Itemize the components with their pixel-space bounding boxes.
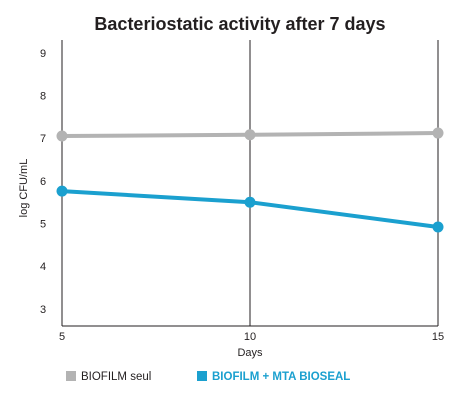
y-axis-ticks: 3 4 5 6 7 8 9: [40, 48, 46, 316]
data-point-0-1: [244, 129, 256, 141]
data-point-1-0: [56, 185, 68, 197]
x-axis-label: Days: [237, 347, 263, 359]
legend-swatch-1: [197, 371, 207, 381]
data-point-1-1: [244, 196, 256, 208]
plot-grid: [61, 40, 439, 327]
y-tick-label-5: 5: [40, 219, 46, 231]
y-tick-label-4: 4: [40, 261, 46, 273]
x-tick-label-10: 10: [244, 331, 256, 343]
legend-swatch-0: [66, 371, 76, 381]
y-tick-label-9: 9: [40, 48, 46, 60]
legend: BIOFILM seul BIOFILM + MTA BIOSEAL: [66, 371, 350, 383]
series-lines: [56, 127, 444, 233]
y-axis-label: log CFU/mL: [18, 159, 30, 218]
data-point-1-2: [432, 221, 444, 233]
legend-label-0: BIOFILM seul: [81, 371, 151, 383]
x-tick-label-5: 5: [59, 331, 65, 343]
y-tick-label-6: 6: [40, 176, 46, 188]
y-tick-label-7: 7: [40, 133, 46, 145]
chart-title: Bacteriostatic activity after 7 days: [94, 14, 385, 34]
legend-label-1: BIOFILM + MTA BIOSEAL: [212, 371, 350, 383]
x-tick-label-15: 15: [432, 331, 444, 343]
y-tick-label-8: 8: [40, 90, 46, 102]
y-tick-label-3: 3: [40, 304, 46, 316]
data-point-0-0: [56, 130, 68, 142]
data-point-0-2: [432, 127, 444, 139]
x-axis-ticks: 5 10 15: [59, 331, 444, 343]
